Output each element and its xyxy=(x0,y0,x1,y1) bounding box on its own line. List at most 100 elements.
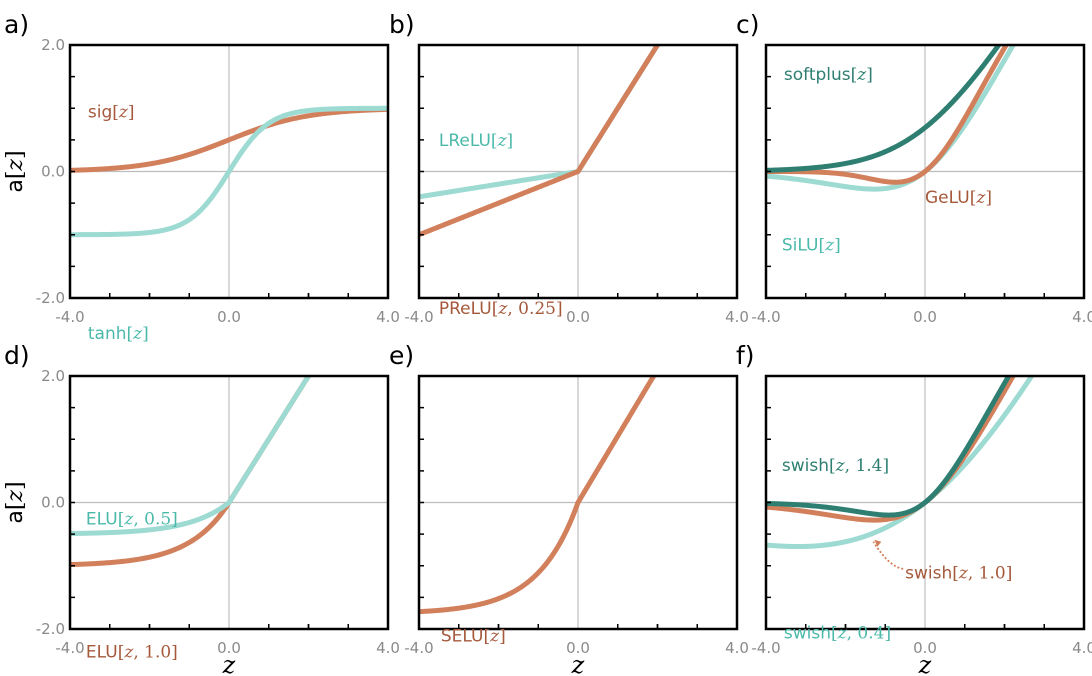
label-arg: 1.0 xyxy=(979,563,1006,583)
label-arg: z xyxy=(118,103,129,123)
label-arg: z xyxy=(835,456,846,476)
x-tick-label: 4.0 xyxy=(376,639,400,657)
label-bracket-open: [ xyxy=(483,627,490,647)
label-bracket-open: [ xyxy=(118,642,125,662)
annotation-label: sig[z] xyxy=(88,103,135,123)
label-bracket-close: ] xyxy=(171,642,178,662)
label-bracket-close: ] xyxy=(3,150,28,159)
label-arg: z xyxy=(975,188,986,208)
label-bracket-open: [ xyxy=(829,456,836,476)
curves-e xyxy=(419,376,657,615)
y-tick-label: 2.0 xyxy=(41,36,65,54)
curves-b xyxy=(419,45,661,238)
label-arg: z xyxy=(489,627,500,647)
label-name: softplus xyxy=(784,65,851,85)
annotation-label: ELU[z, 1.0] xyxy=(86,642,178,662)
x-tick-label: 0.0 xyxy=(217,308,241,326)
annotation-label: ELU[z, 0.5] xyxy=(86,510,178,530)
x-tick-label: 4.0 xyxy=(1072,308,1092,326)
label-bracket-open: [ xyxy=(112,103,119,123)
x-tick-label: 4.0 xyxy=(725,308,749,326)
annotation-arrowhead xyxy=(874,539,882,547)
label-arg: z xyxy=(3,159,28,172)
label-arg: z xyxy=(497,131,508,151)
y-tick-label: 2.0 xyxy=(41,367,65,385)
series-line-softplus-z- xyxy=(766,45,1002,173)
x-axis-label: z xyxy=(571,651,585,676)
label-arg: z xyxy=(123,510,134,530)
label-arg: 0.25 xyxy=(518,299,556,319)
label-bracket-close: ] xyxy=(884,623,891,643)
label-bracket-close: ] xyxy=(866,65,873,85)
annotation-label: SiLU[z] xyxy=(782,236,841,256)
label-bracket-close: ] xyxy=(499,627,506,647)
panel-c: -4.0 0.0 4.0c)softplus[z]GeLU[z]SiLU[z] xyxy=(736,10,1092,326)
label-bracket-open: [ xyxy=(970,188,977,208)
label-arg: z xyxy=(824,236,835,256)
panel-label: e) xyxy=(389,341,414,370)
label-name: swish xyxy=(782,456,829,476)
x-tick-label: 0.0 xyxy=(913,308,937,326)
x-tick-label: 0.0 xyxy=(913,639,937,657)
panel-label: f) xyxy=(736,341,755,370)
label-name: SiLU xyxy=(782,236,819,256)
label-name: LReLU xyxy=(439,131,491,151)
label-arg: 0.4 xyxy=(857,623,884,643)
panel-a: -4.0 0.0 4.02.00.0-2.0a)a[z]sig[z]tanh[z] xyxy=(3,10,400,344)
annotation-label: PReLU[z, 0.25] xyxy=(439,299,563,319)
label-arg: 1.0 xyxy=(144,642,171,662)
annotation-label: SELU[z] xyxy=(441,627,506,647)
label-arg: z xyxy=(123,642,134,662)
panel-label: d) xyxy=(4,341,30,370)
label-bracket-open: [ xyxy=(118,510,125,530)
label-comma: , xyxy=(845,456,856,476)
label-bracket-open: [ xyxy=(851,65,858,85)
curves-c xyxy=(766,45,1017,192)
x-tick-label: -4.0 xyxy=(55,639,84,657)
annotation-arrow xyxy=(872,541,904,570)
label-bracket-open: [ xyxy=(831,623,838,643)
label-comma: , xyxy=(133,642,144,662)
label-name: swish xyxy=(784,623,831,643)
label-comma: , xyxy=(847,623,858,643)
label-bracket-close: ] xyxy=(507,131,514,151)
x-tick-label: 0.0 xyxy=(566,639,590,657)
annotation-label: GeLU[z] xyxy=(925,188,992,208)
annotation-label: swish[z, 0.4] xyxy=(784,623,891,643)
annotation-label: LReLU[z] xyxy=(439,131,513,151)
y-axis-label: a[z] xyxy=(3,481,28,523)
x-axis-label: z xyxy=(918,651,932,676)
label-name: swish xyxy=(905,563,952,583)
series-line-prelu-z-0-25- xyxy=(419,45,661,238)
label-comma: , xyxy=(968,563,979,583)
series-line-swish-z-1-4- xyxy=(766,376,1012,518)
label-bracket-close: ] xyxy=(128,103,135,123)
annotation-label: swish[z, 1.0] xyxy=(905,563,1012,583)
label-bracket-close: ] xyxy=(3,481,28,490)
label-name: ELU xyxy=(86,642,118,662)
curves-a xyxy=(70,105,388,238)
label-bracket-close: ] xyxy=(834,236,841,256)
label-bracket-open: [ xyxy=(127,324,134,344)
curves-d xyxy=(70,376,312,568)
series-line-selu-z- xyxy=(419,376,657,615)
label-bracket-close: ] xyxy=(556,299,563,319)
y-tick-label: -2.0 xyxy=(36,289,65,307)
x-tick-label: -4.0 xyxy=(55,308,84,326)
x-tick-label: 4.0 xyxy=(376,308,400,326)
label-bracket-close: ] xyxy=(142,324,149,344)
series-line-tanh-z- xyxy=(70,105,388,238)
label-arg: z xyxy=(856,65,867,85)
label-bracket-open: [ xyxy=(818,236,825,256)
label-arg: z xyxy=(837,623,848,643)
label-name: PReLU xyxy=(439,299,492,319)
label-arg: z xyxy=(958,563,969,583)
x-tick-label: -4.0 xyxy=(404,639,433,657)
label-name: tanh xyxy=(88,324,127,344)
label-bracket-close: ] xyxy=(985,188,992,208)
x-tick-label: 0.0 xyxy=(566,308,590,326)
y-axis-label: a[z] xyxy=(3,150,28,192)
